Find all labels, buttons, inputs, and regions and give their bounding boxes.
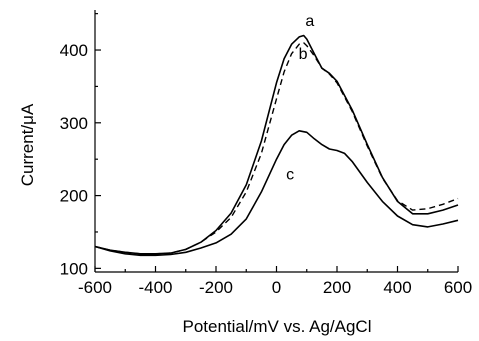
series-layer xyxy=(94,34,459,257)
curve-label-b: b xyxy=(299,46,308,63)
y-tick-label: 400 xyxy=(60,41,88,60)
x-tick-label: -600 xyxy=(78,278,112,297)
x-tick-label: -400 xyxy=(138,278,172,297)
x-tick-label: 600 xyxy=(444,278,472,297)
axes: -600 -400 -200 0 200 400 600 100 200 300 400 xyxy=(60,10,472,297)
x-tick-label: -200 xyxy=(199,278,233,297)
x-tick-label: 400 xyxy=(383,278,411,297)
y-axis-title: Current/μA xyxy=(18,103,37,186)
x-tick-label: 200 xyxy=(323,278,351,297)
y-tick-label: 300 xyxy=(60,114,88,133)
x-tick-label: 0 xyxy=(272,278,281,297)
y-tick-label: 200 xyxy=(60,187,88,206)
x-axis-title: Potential/mV vs. Ag/AgCl xyxy=(183,317,372,336)
curve-label-c: c xyxy=(286,167,294,184)
series-line-b xyxy=(94,42,459,255)
series-line-c xyxy=(94,130,459,257)
series-line-a xyxy=(94,34,459,255)
labels: ab c xyxy=(286,13,314,184)
y-tick-label: 100 xyxy=(60,259,88,278)
curve-label-a: a xyxy=(305,13,314,30)
